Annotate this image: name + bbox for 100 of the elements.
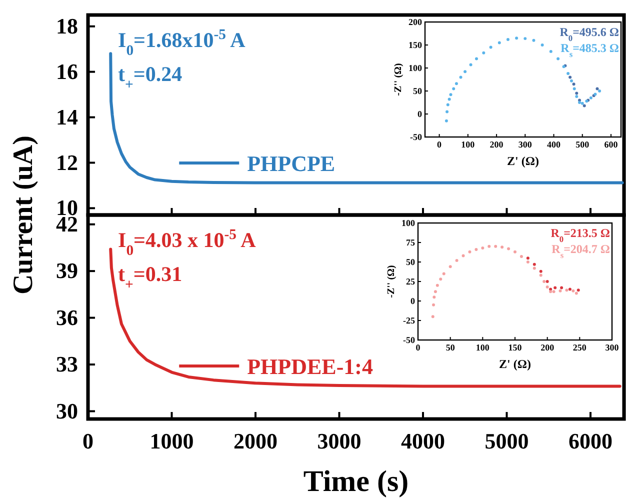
point [434, 290, 437, 294]
x-tick-label: 200 [540, 342, 555, 352]
point [565, 288, 568, 292]
point [506, 38, 510, 41]
x-tick-label: 300 [518, 139, 532, 150]
x-axis-title: Time (s) [303, 465, 409, 498]
y-axis-title: -Z'' (Ω) [386, 265, 397, 298]
point [532, 262, 536, 266]
x-tick-label: 4000 [401, 428, 445, 454]
point [596, 87, 599, 90]
point [566, 72, 570, 76]
point [575, 95, 578, 98]
point [462, 254, 465, 258]
x-tick-label: 2000 [234, 428, 278, 454]
series-label: R$_{0}$=495.6 Ω [560, 25, 620, 42]
point [589, 96, 592, 100]
point [574, 292, 578, 295]
series-label: R$_{s}$=485.3 Ω [560, 41, 620, 58]
point [575, 92, 578, 95]
x-tick-label: 300 [605, 342, 620, 352]
point [578, 101, 582, 104]
point [449, 93, 452, 96]
point [546, 285, 549, 288]
series-label: R$_{s}$=204.7 Ω [552, 242, 610, 260]
point [546, 280, 549, 283]
point [446, 103, 450, 106]
y-tick-label: 33 [56, 352, 78, 377]
text: R$_{0}$=213.5 Ω [550, 226, 610, 244]
x-tick-label: 3000 [317, 428, 362, 454]
y-tick-label: 100 [402, 218, 416, 228]
point [558, 289, 562, 292]
annotation: t$_{+}$=0.31 [118, 262, 182, 293]
point [475, 57, 478, 60]
x-tick-label: 0 [82, 428, 94, 454]
point [580, 102, 584, 105]
x-tick-label: 600 [604, 139, 618, 150]
x-tick-label: 100 [461, 139, 476, 150]
annotation: I$_{0}$=1.68x10$^{-5}$ A [118, 27, 246, 59]
point [469, 63, 472, 66]
point [455, 258, 458, 262]
point [498, 41, 501, 44]
y-tick-label: -50 [410, 132, 422, 142]
x-tick-label: 150 [508, 342, 522, 352]
x-tick-label: 50 [446, 342, 456, 352]
point [568, 76, 572, 79]
y-tick-label: 14 [56, 104, 78, 130]
point [431, 315, 434, 318]
point [539, 274, 542, 277]
point [520, 255, 523, 258]
x-axis-title: Z' (Ω) [507, 154, 539, 168]
point [572, 82, 576, 86]
x-tick-label: 250 [572, 342, 587, 352]
point [554, 286, 557, 290]
x-tick-label: 1000 [150, 428, 194, 454]
x-tick-label: 400 [547, 139, 562, 150]
y-axis-title: -Z'' (Ω) [393, 63, 404, 96]
point [494, 244, 498, 248]
y-tick-label: 39 [56, 258, 78, 284]
point [500, 246, 504, 249]
point [436, 284, 439, 287]
x-tick-label: 5000 [484, 428, 529, 454]
y-tick-label: 200 [408, 16, 422, 27]
x-tick-label: 500 [576, 139, 590, 150]
point [526, 256, 530, 260]
y-tick-label: 0 [410, 296, 416, 306]
point [482, 51, 486, 54]
point [539, 270, 542, 273]
point [549, 290, 552, 294]
point [570, 79, 573, 82]
point [448, 265, 452, 268]
point [576, 288, 580, 292]
point [526, 260, 530, 264]
x-tick-label: 6000 [568, 428, 612, 454]
y-tick-label: 12 [56, 150, 78, 175]
y-tick-label: 50 [406, 256, 416, 267]
annotation: t$_{+}$=0.24 [118, 62, 183, 93]
y-tick-label: 30 [56, 398, 78, 424]
y-tick-label: 150 [408, 40, 422, 50]
point [514, 250, 516, 254]
point [542, 280, 546, 283]
point [524, 37, 527, 40]
point [489, 46, 492, 49]
x-tick-label: 100 [476, 342, 490, 352]
point [568, 288, 572, 291]
point [549, 50, 552, 53]
y-tick-label: -25 [403, 315, 416, 326]
point [474, 248, 478, 252]
point [556, 57, 560, 60]
y-tick-label: 100 [408, 62, 422, 73]
x-axis-title: Z' (Ω) [499, 357, 531, 371]
point [444, 119, 448, 122]
point [515, 36, 518, 40]
y-tick-label: 18 [56, 13, 78, 38]
point [532, 38, 536, 42]
y-tick-label: 16 [56, 58, 78, 84]
point [432, 296, 436, 299]
y-tick-label: 25 [406, 276, 416, 286]
point [540, 44, 544, 46]
point [598, 90, 602, 92]
point [464, 70, 467, 74]
